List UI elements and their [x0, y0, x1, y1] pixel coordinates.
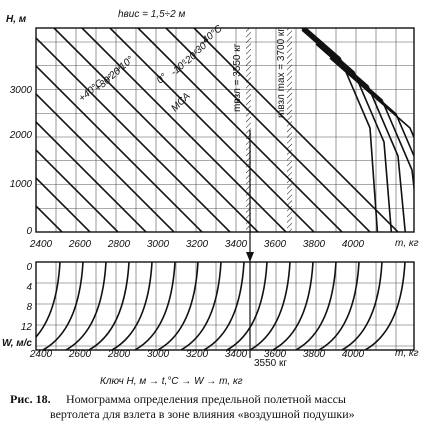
temperature-line: [36, 120, 148, 232]
caption-line: вертолета для взлета в зоне влияния «воз…: [50, 407, 355, 421]
wind-curve: [88, 262, 130, 350]
wind-curve: [36, 262, 61, 339]
temperature-line: [193, 28, 400, 232]
wind-curve: [364, 262, 406, 350]
wind-curve: [226, 262, 268, 350]
temperature-line: [81, 28, 288, 232]
wind-curve: [65, 262, 107, 350]
bottom-frame: [35, 261, 415, 351]
x-unit: m, кг: [395, 238, 419, 249]
wind-curve: [111, 262, 153, 350]
x-tick-label: 2600: [68, 349, 92, 360]
x-unit: m, кг: [395, 348, 419, 359]
temperature-line: [36, 64, 204, 232]
y-tick-label: 12: [21, 322, 33, 333]
limit-line: [302, 28, 393, 232]
max-mass-line: [287, 28, 292, 232]
takeoff-mass-line: [246, 28, 251, 232]
wind-curve: [272, 262, 314, 350]
key: Ключ H, м → t,°C → W → m, кг: [100, 376, 243, 387]
temperature-line: [36, 176, 92, 232]
arrow-head: [246, 252, 254, 262]
limit-line: [301, 29, 414, 195]
x-tick-label: 4000: [342, 239, 365, 250]
temperature-lines: [36, 28, 414, 232]
caption-line: Номограмма определения предельной полетн…: [66, 392, 346, 406]
x-tick-label: 3600: [264, 239, 287, 250]
x-tick-label: 2400: [29, 239, 53, 250]
temperature-line: [53, 28, 260, 232]
x-tick-label: 4000: [342, 349, 365, 360]
x-tick-label: 2800: [107, 349, 131, 360]
wind-curve: [341, 262, 383, 350]
x-tick-label: 3200: [186, 239, 209, 250]
wind-curve: [295, 262, 337, 350]
wind-curve: [134, 262, 176, 350]
x-tick-label: 3000: [147, 349, 170, 360]
x-tick-label: 3000: [147, 239, 170, 250]
y-tick-label: 3000: [10, 85, 33, 96]
y-label: H, м: [6, 14, 27, 25]
wind-curve: [203, 262, 245, 350]
x-tick-label: 2800: [107, 239, 131, 250]
wind-curve: [157, 262, 199, 350]
limit-line: [315, 43, 414, 159]
limit-line: [304, 28, 379, 232]
temperature-line: [36, 148, 120, 232]
x-tick-label: 3400: [225, 239, 248, 250]
x-tick-label: 2400: [29, 349, 53, 360]
y-tick-label: 2000: [9, 130, 33, 141]
x-tick-label: 3800: [303, 239, 326, 250]
x-tick-label: 2600: [68, 239, 92, 250]
isa-label: МСА: [169, 91, 192, 114]
temperature-line: [137, 28, 344, 232]
temperature-line: [36, 92, 176, 232]
caption-label: Рис. 18.: [10, 392, 51, 406]
wind-curve: [249, 262, 291, 350]
m-takeoff: mвзл = 3550 кг: [232, 43, 243, 112]
y-tick-label: 0: [26, 226, 32, 237]
y-tick-label: 0: [26, 262, 32, 273]
m-max: mвзл max = 3700 кг: [276, 28, 287, 118]
y-tick-label: 1000: [10, 179, 33, 190]
temperature-line: [36, 36, 232, 232]
y-tick-label: 4: [26, 282, 32, 293]
top-frame: [35, 27, 415, 233]
x-tick-label: 3200: [186, 349, 209, 360]
param: hвис = 1,5÷2 м: [118, 9, 185, 20]
wind-curve: [42, 262, 84, 350]
limit-line: [329, 57, 414, 140]
limit-line: [300, 28, 407, 232]
temperature-line: [165, 28, 372, 232]
x-tick-label: 3400: [225, 349, 248, 360]
wind-curve: [318, 262, 360, 350]
wind-curves: [36, 262, 406, 350]
temperature-line: [109, 28, 316, 232]
y-label: W, м/с: [2, 338, 32, 349]
y-tick-label: 8: [26, 302, 32, 313]
x-tick-label: 3800: [303, 349, 326, 360]
x-tick-label: 3600: [264, 349, 287, 360]
wind-curve: [180, 262, 222, 350]
marker: 3550 кг: [254, 358, 287, 369]
